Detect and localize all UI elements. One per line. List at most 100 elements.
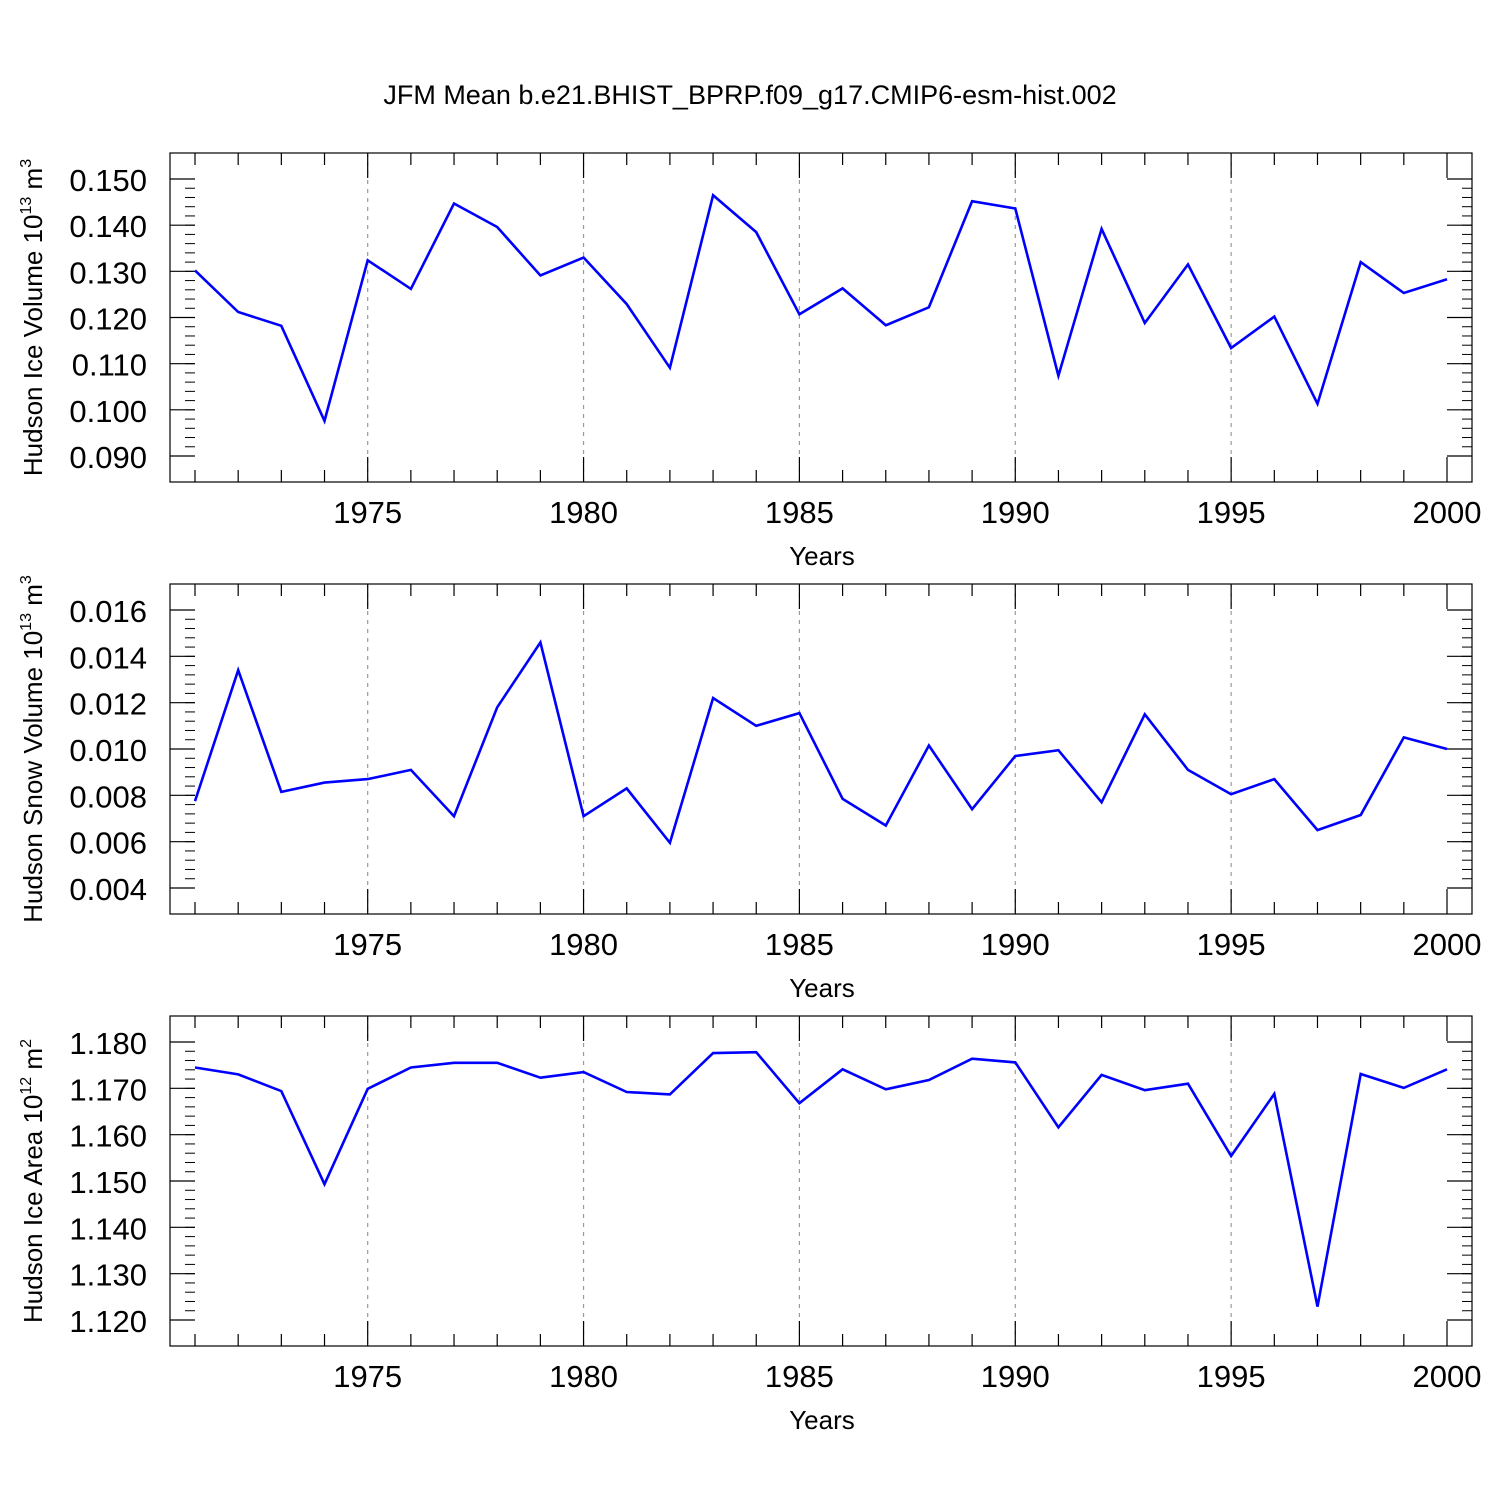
y-tick-label: 0.014: [69, 640, 147, 675]
data-point: [1143, 712, 1147, 716]
data-point: [323, 419, 327, 423]
plot-frame: [169, 583, 1473, 915]
data-point: [1402, 735, 1406, 739]
data-point: [1100, 800, 1104, 804]
data-point: [1359, 1072, 1363, 1076]
data-point: [1013, 207, 1017, 211]
data-point: [366, 258, 370, 262]
y-tick-label: 1.180: [69, 1026, 147, 1061]
x-tick-label: 1975: [333, 1359, 402, 1394]
series-line: [193, 639, 1448, 846]
x-tick-label: 1980: [549, 1359, 618, 1394]
data-point: [323, 781, 327, 785]
y-tick-label: 0.110: [72, 348, 147, 383]
data-point: [970, 807, 974, 811]
data-point: [193, 1065, 197, 1069]
data-point: [1229, 346, 1233, 350]
data-point: [1143, 321, 1147, 325]
data-point: [1186, 768, 1190, 772]
data-point: [1013, 1060, 1017, 1064]
data-point: [711, 193, 715, 197]
series-line: [194, 1050, 1448, 1307]
y-tick-label: 0.004: [69, 872, 147, 907]
chart-panel-1: 0.090 0.100 0.110 0.120 0.130 0.140 0.150 1975 1…: [18, 152, 1482, 571]
data-point: [236, 668, 240, 672]
data-point: [366, 777, 370, 781]
y-axis-label: Hudson Ice Area 1012 m2: [18, 1039, 48, 1323]
data-point: [582, 1070, 586, 1074]
x-tick-label: 1975: [333, 927, 402, 962]
data-point: [366, 1087, 370, 1091]
data-point: [582, 814, 586, 818]
data-point: [409, 287, 413, 291]
data-point: [193, 799, 197, 803]
data-point: [538, 640, 542, 644]
plot-frame: [169, 1015, 1473, 1347]
y-tick-label: 0.016: [69, 594, 147, 629]
x-tick-label: 1980: [549, 495, 618, 530]
data-point: [841, 286, 845, 290]
y-tick-label: 1.160: [69, 1119, 147, 1154]
data-point: [1100, 1073, 1104, 1077]
data-point: [754, 1050, 758, 1054]
data-point: [538, 1076, 542, 1080]
data-point: [1143, 1088, 1147, 1092]
y-tick-label: 0.012: [69, 687, 147, 722]
x-tick-label: 1995: [1197, 1359, 1266, 1394]
y-tick-label: 0.100: [69, 394, 147, 429]
data-point: [279, 1089, 283, 1093]
data-point: [841, 1067, 845, 1071]
data-point: [279, 790, 283, 794]
x-axis-label: Years: [789, 973, 855, 1003]
y-tick-label: 0.140: [69, 209, 147, 244]
data-point: [452, 1061, 456, 1065]
data-point: [668, 366, 672, 370]
y-tick-label: 0.008: [69, 779, 147, 814]
x-axis-label: Years: [789, 541, 855, 571]
data-point: [1359, 813, 1363, 817]
x-tick-label: 2000: [1413, 927, 1482, 962]
data-point: [668, 1092, 672, 1096]
data-point: [797, 711, 801, 715]
data-point: [927, 305, 931, 309]
x-tick-label: 2000: [1413, 1359, 1482, 1394]
data-point: [1229, 792, 1233, 796]
data-point: [884, 323, 888, 327]
data-point: [754, 724, 758, 728]
x-tick-label: 1985: [765, 927, 834, 962]
data-point: [625, 1090, 629, 1094]
y-tick-label: 0.150: [69, 163, 147, 198]
data-point: [452, 814, 456, 818]
data-point: [279, 324, 283, 328]
data-point: [1359, 260, 1363, 264]
data-point: [1402, 1086, 1406, 1090]
x-tick-label: 1995: [1197, 927, 1266, 962]
plot-frame: [169, 152, 1473, 483]
data-point: [236, 1072, 240, 1076]
data-point: [323, 1182, 327, 1186]
data-point: [797, 1101, 801, 1105]
data-point: [1056, 1125, 1060, 1129]
data-point: [754, 230, 758, 234]
x-tick-label: 1975: [333, 495, 402, 530]
y-tick-label: 0.120: [69, 302, 147, 337]
y-tick-label: 0.010: [69, 733, 147, 768]
data-point: [495, 705, 499, 709]
data-point: [668, 841, 672, 845]
data-point: [1056, 748, 1060, 752]
x-tick-label: 1985: [765, 1359, 834, 1394]
x-tick-label: 2000: [1413, 495, 1482, 530]
data-point: [711, 1051, 715, 1055]
data-point: [1272, 1092, 1276, 1096]
data-point: [1445, 277, 1449, 281]
x-tick-label: 1995: [1197, 495, 1266, 530]
data-point: [1186, 262, 1190, 266]
data-point: [1272, 777, 1276, 781]
data-point: [452, 201, 456, 205]
data-point: [797, 312, 801, 316]
y-tick-label: 1.120: [69, 1304, 147, 1339]
data-point: [625, 786, 629, 790]
x-axis-label: Years: [789, 1405, 855, 1435]
data-point: [1013, 754, 1017, 758]
